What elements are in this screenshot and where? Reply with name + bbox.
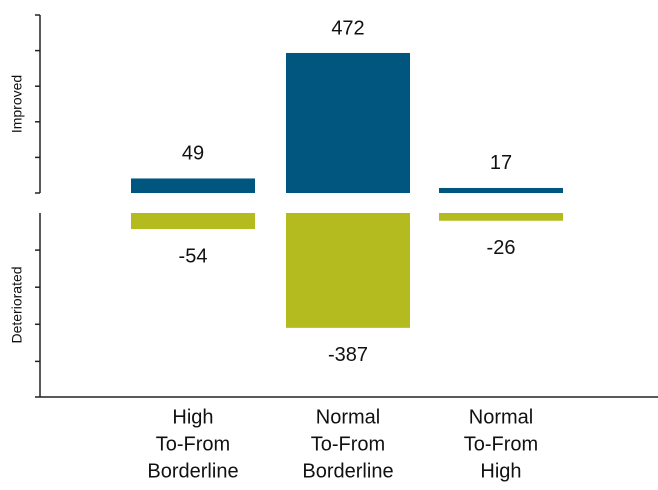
x-tick-label: Borderline bbox=[302, 460, 393, 482]
bar bbox=[131, 213, 255, 230]
x-tick-label: High bbox=[480, 460, 521, 482]
value-label: -387 bbox=[328, 344, 368, 366]
x-tick-label: Borderline bbox=[147, 460, 238, 482]
x-tick-label: High bbox=[172, 406, 213, 428]
bar bbox=[131, 178, 255, 193]
value-label: 49 bbox=[182, 143, 204, 165]
x-tick-label: To-From bbox=[464, 433, 538, 455]
axis-label: Improved bbox=[9, 75, 25, 133]
axis-label: Deteriorated bbox=[9, 266, 25, 343]
value-label: -26 bbox=[487, 237, 516, 259]
bar bbox=[439, 213, 563, 221]
x-tick-label: To-From bbox=[156, 433, 230, 455]
x-tick-label: Normal bbox=[316, 406, 380, 428]
x-tick-label: To-From bbox=[311, 433, 385, 455]
bar bbox=[286, 52, 410, 194]
bar bbox=[439, 187, 563, 193]
x-tick-label: Normal bbox=[469, 406, 533, 428]
value-label: 472 bbox=[331, 17, 364, 39]
bar bbox=[286, 213, 410, 328]
value-label: -54 bbox=[179, 245, 208, 267]
value-label: 17 bbox=[490, 152, 512, 174]
